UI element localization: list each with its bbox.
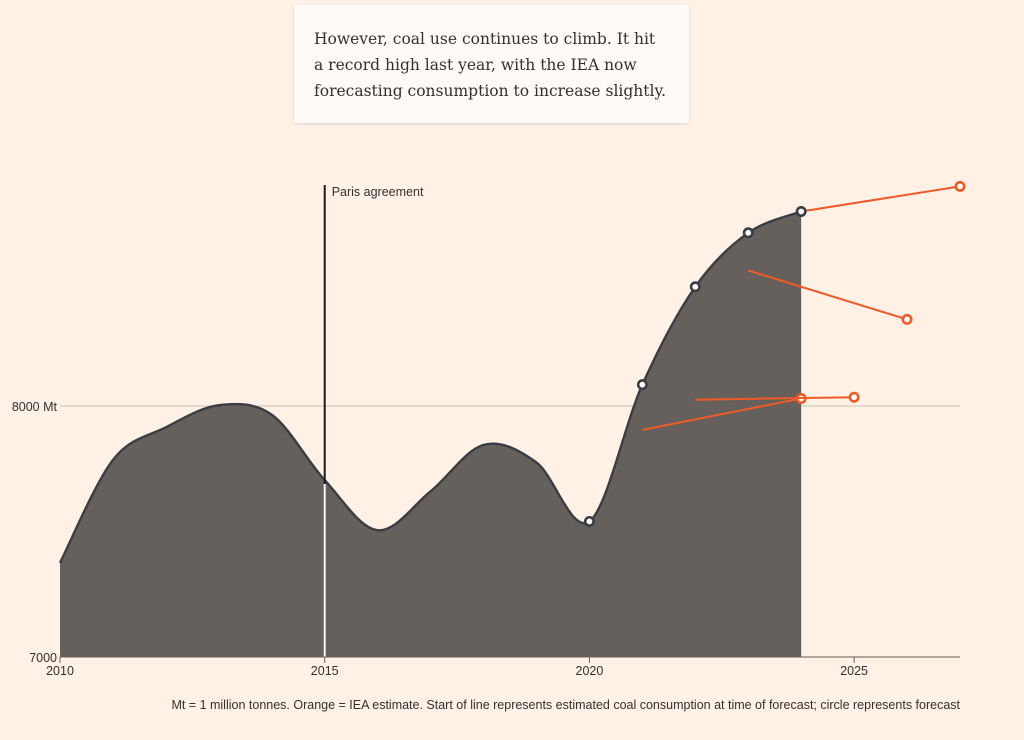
forecast-line <box>747 269 908 321</box>
x-tick-label: 2015 <box>311 664 339 678</box>
forecast-point <box>901 313 913 325</box>
forecast-point <box>848 391 860 403</box>
caption-text: However, coal use continues to climb. It… <box>314 30 667 100</box>
forecast-line <box>801 185 961 213</box>
forecast-point <box>954 180 966 192</box>
data-point-marker <box>583 515 595 527</box>
x-tick-label: 2020 <box>576 664 604 678</box>
y-tick-label: 8000 Mt <box>12 400 58 414</box>
area-fill <box>60 211 802 657</box>
forecast-layer <box>642 180 966 431</box>
data-point-marker <box>636 379 648 391</box>
annotation-layer: Paris agreement <box>323 185 424 657</box>
x-tick-label: 2025 <box>840 664 868 678</box>
area-line <box>58 210 802 564</box>
annotation-label: Paris agreement <box>332 185 424 199</box>
axis-layer: 7000 8000 Mt 2010 2015 2020 2025 <box>12 400 960 678</box>
area-layer <box>58 210 802 657</box>
data-point-marker <box>742 227 754 239</box>
data-point-marker <box>689 281 701 293</box>
forecast-line <box>642 397 802 431</box>
data-point-marker <box>795 205 807 217</box>
forecast-line <box>695 396 855 401</box>
y-tick-label: 7000 <box>29 651 57 665</box>
marker-layer <box>583 205 807 527</box>
footnote: Mt = 1 million tonnes. Orange = IEA esti… <box>171 698 960 712</box>
caption-card: However, coal use continues to climb. It… <box>294 5 689 123</box>
x-tick-label: 2010 <box>46 664 74 678</box>
